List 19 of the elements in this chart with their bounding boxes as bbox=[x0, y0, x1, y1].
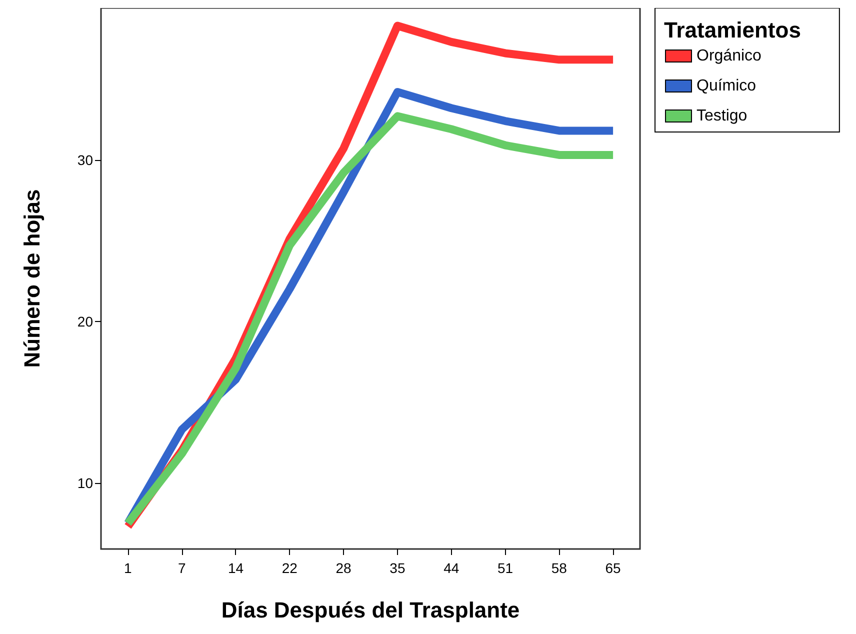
y-axis-title: Número de hojas bbox=[20, 189, 44, 368]
x-tick-label: 51 bbox=[497, 560, 514, 576]
y-tick-label: 20 bbox=[77, 313, 94, 330]
y-tick-label: 10 bbox=[77, 474, 94, 491]
x-tick-label: 44 bbox=[444, 560, 460, 576]
x-tick-label: 22 bbox=[282, 560, 298, 576]
x-tick-label: 14 bbox=[228, 560, 244, 576]
x-tick-label: 28 bbox=[336, 560, 352, 576]
x-axis-title: Días Después del Trasplante bbox=[221, 598, 520, 622]
legend-label: Químico bbox=[696, 78, 756, 94]
x-tick-label: 58 bbox=[551, 560, 568, 576]
legend-label: Testigo bbox=[696, 108, 748, 124]
legend-title: Tratamientos bbox=[664, 18, 801, 42]
x-tick-label: 65 bbox=[605, 560, 622, 576]
y-tick-label: 30 bbox=[77, 152, 94, 168]
legend-label: Orgánico bbox=[696, 48, 762, 64]
x-tick-label: 1 bbox=[124, 560, 132, 576]
x-tick-label: 35 bbox=[390, 560, 406, 576]
x-tick-label: 7 bbox=[178, 560, 186, 576]
